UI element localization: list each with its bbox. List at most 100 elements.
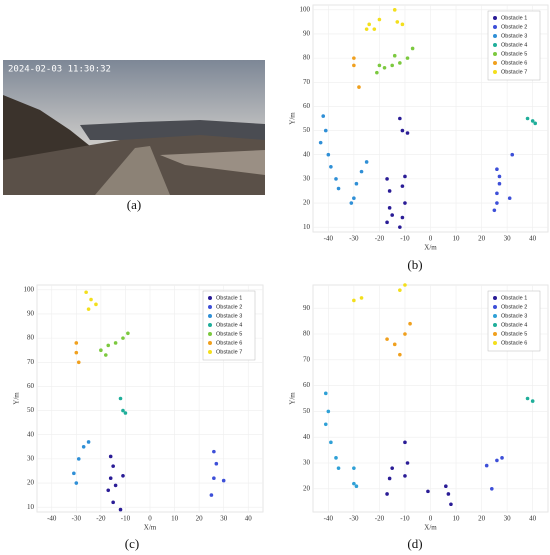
x-tick-label: -30 (349, 235, 359, 243)
point (74, 481, 79, 485)
x-axis-label: X/m (424, 524, 437, 532)
point (329, 440, 333, 445)
point (405, 461, 410, 465)
point (405, 56, 410, 60)
point (354, 181, 359, 186)
x-tick-label: 20 (478, 235, 486, 243)
point (318, 140, 323, 145)
legend-marker (493, 296, 497, 300)
point (446, 492, 451, 496)
y-tick-label: 30 (27, 454, 35, 462)
x-tick-label: -30 (72, 515, 82, 523)
point (364, 160, 369, 164)
point (484, 463, 489, 468)
point (108, 476, 113, 480)
caption: (c) (125, 536, 139, 551)
legend-marker (208, 296, 212, 300)
x-tick-label: 30 (220, 515, 228, 523)
point (405, 131, 410, 135)
point (390, 63, 394, 68)
y-tick-label: 90 (303, 304, 311, 312)
legend-marker (493, 305, 497, 309)
point (387, 476, 392, 481)
y-tick-label: 50 (303, 407, 311, 415)
legend-marker (493, 323, 497, 327)
x-tick-label: -30 (349, 515, 359, 523)
point (352, 481, 356, 486)
point (321, 114, 326, 118)
point (323, 128, 328, 133)
point (352, 298, 356, 303)
y-tick-label: 70 (303, 78, 311, 86)
y-axis-label: Y/m (289, 392, 297, 405)
point (375, 70, 379, 75)
point (336, 466, 341, 470)
y-tick-label: 40 (303, 433, 311, 441)
point (444, 484, 448, 489)
y-tick-label: 90 (27, 310, 35, 318)
photo-road-curve (160, 150, 265, 175)
y-tick-label: 20 (27, 479, 35, 487)
legend-label: Obstacle 4 (501, 42, 527, 48)
point (400, 22, 405, 27)
legend-marker (493, 43, 497, 47)
point (403, 201, 407, 205)
point (410, 46, 415, 51)
point (108, 454, 113, 459)
legend-label: Obstacle 3 (501, 33, 527, 39)
legend-marker (493, 61, 497, 65)
point (530, 119, 535, 123)
legend-marker (493, 25, 497, 29)
x-tick-label: -10 (121, 515, 131, 523)
point (398, 225, 402, 229)
legend-label: Obstacle 4 (216, 322, 242, 328)
point (392, 8, 397, 12)
point (118, 396, 123, 401)
point (121, 408, 125, 413)
point (385, 492, 389, 496)
point (525, 116, 530, 121)
point (364, 27, 369, 31)
point (94, 302, 98, 307)
point (403, 474, 407, 478)
point (106, 343, 111, 348)
legend-marker (493, 341, 497, 345)
legend-label: Obstacle 7 (216, 349, 242, 355)
y-tick-label: 70 (27, 358, 35, 366)
point (323, 391, 328, 396)
x-tick-label: 20 (478, 515, 486, 523)
legend-marker (208, 305, 212, 309)
y-tick-label: 60 (303, 102, 311, 110)
legend-label: Obstacle 2 (216, 304, 242, 310)
legend-label: Obstacle 2 (501, 24, 527, 30)
point (334, 177, 338, 181)
x-tick-label: 10 (453, 235, 461, 243)
point (334, 456, 338, 460)
y-tick-label: 70 (303, 355, 311, 363)
point (352, 56, 356, 60)
point (385, 337, 389, 341)
point (387, 206, 392, 210)
point (400, 215, 405, 220)
point (352, 466, 356, 470)
point (400, 184, 405, 188)
point (113, 341, 118, 345)
point (89, 297, 93, 302)
x-tick-label: -10 (400, 515, 410, 523)
point (507, 196, 512, 200)
legend-marker (493, 16, 497, 20)
caption: (a) (127, 197, 141, 212)
legend-marker (493, 314, 497, 318)
point (398, 288, 402, 292)
point (74, 350, 79, 355)
y-tick-label: 50 (303, 126, 311, 134)
y-tick-label: 30 (303, 459, 311, 467)
point (326, 409, 331, 414)
y-tick-label: 40 (27, 430, 35, 438)
point (426, 489, 430, 494)
x-tick-label: 30 (504, 235, 512, 243)
point (525, 396, 530, 401)
legend-marker (208, 323, 212, 327)
legend-label: Obstacle 1 (501, 295, 527, 301)
